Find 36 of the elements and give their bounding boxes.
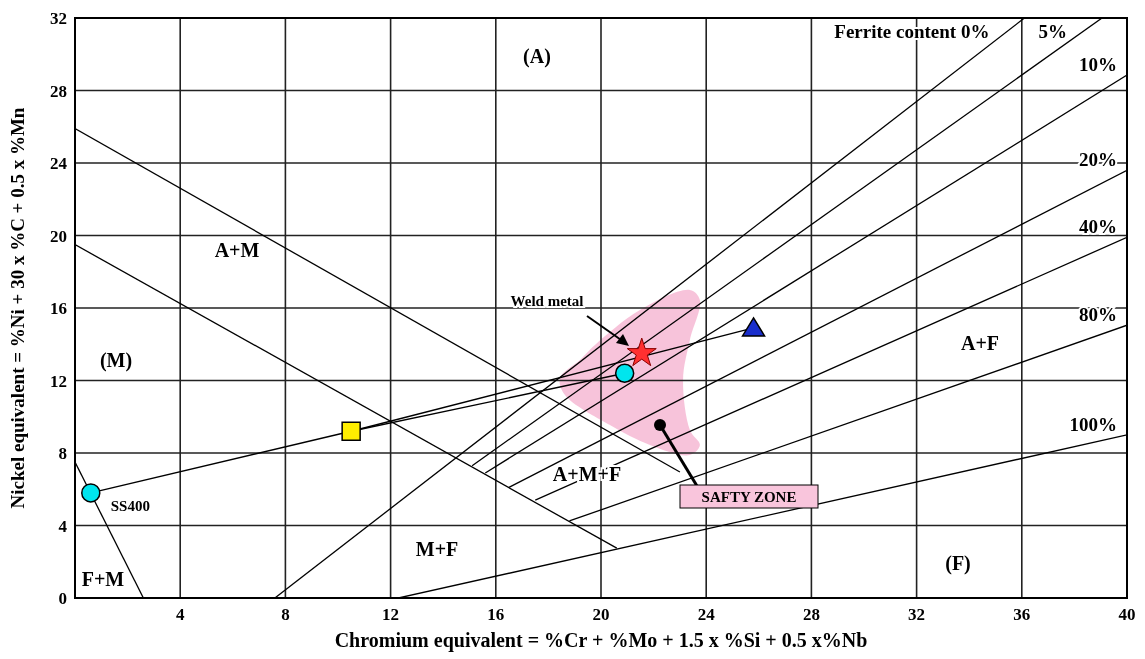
- x-tick-label: 4: [175, 605, 185, 624]
- x-tick-label: 32: [908, 605, 926, 624]
- x-tick-label: 16: [487, 605, 505, 624]
- y-tick-label: 16: [50, 299, 67, 318]
- x-tick-label: 28: [802, 605, 820, 624]
- series-label: 40%: [1079, 216, 1117, 238]
- y-tick-label: 28: [50, 81, 67, 101]
- y-tick-label: 20: [50, 226, 67, 246]
- y-tick-label: 12: [50, 371, 67, 391]
- x-tick-label: 24: [697, 605, 716, 624]
- y-tick-label: 8: [58, 444, 67, 463]
- series-label: SS400: [110, 497, 150, 514]
- annotation: (F): [945, 551, 971, 575]
- series-label: 80%: [1079, 304, 1117, 326]
- x-tick-label: 40: [1118, 605, 1136, 624]
- annotation: (A): [523, 44, 551, 68]
- y-tick-label: 32: [50, 9, 67, 28]
- series-label: 100%: [1069, 413, 1117, 435]
- annotation: SAFTY ZONE: [701, 489, 797, 505]
- annotation: A+F: [960, 331, 1000, 354]
- annotation: Weld metal: [510, 293, 584, 309]
- series-label: 10%: [1079, 54, 1117, 76]
- y-axis-title: Nickel equivalent = %Ni + 30 x %C + 0.5 x %Mn: [7, 107, 28, 509]
- x-tick-label: 8: [281, 605, 290, 624]
- y-tick-label: 4: [58, 516, 68, 536]
- annotation: M+F: [415, 537, 459, 560]
- series-label: 5%: [1038, 21, 1068, 42]
- annotation: (M): [99, 348, 133, 372]
- annotation: A+M: [214, 238, 260, 261]
- x-tick-label: 20: [592, 605, 610, 624]
- x-axis-title: Chromium equivalent = %Cr + %Mo + 1.5 x %Si + 0.5 x%Nb: [334, 629, 868, 652]
- annotation: F+M: [81, 567, 125, 590]
- x-tick-label: 36: [1013, 605, 1031, 624]
- x-tick-label: 12: [382, 605, 400, 624]
- y-tick-label: 0: [58, 589, 67, 608]
- y-tick-label: 24: [50, 154, 68, 173]
